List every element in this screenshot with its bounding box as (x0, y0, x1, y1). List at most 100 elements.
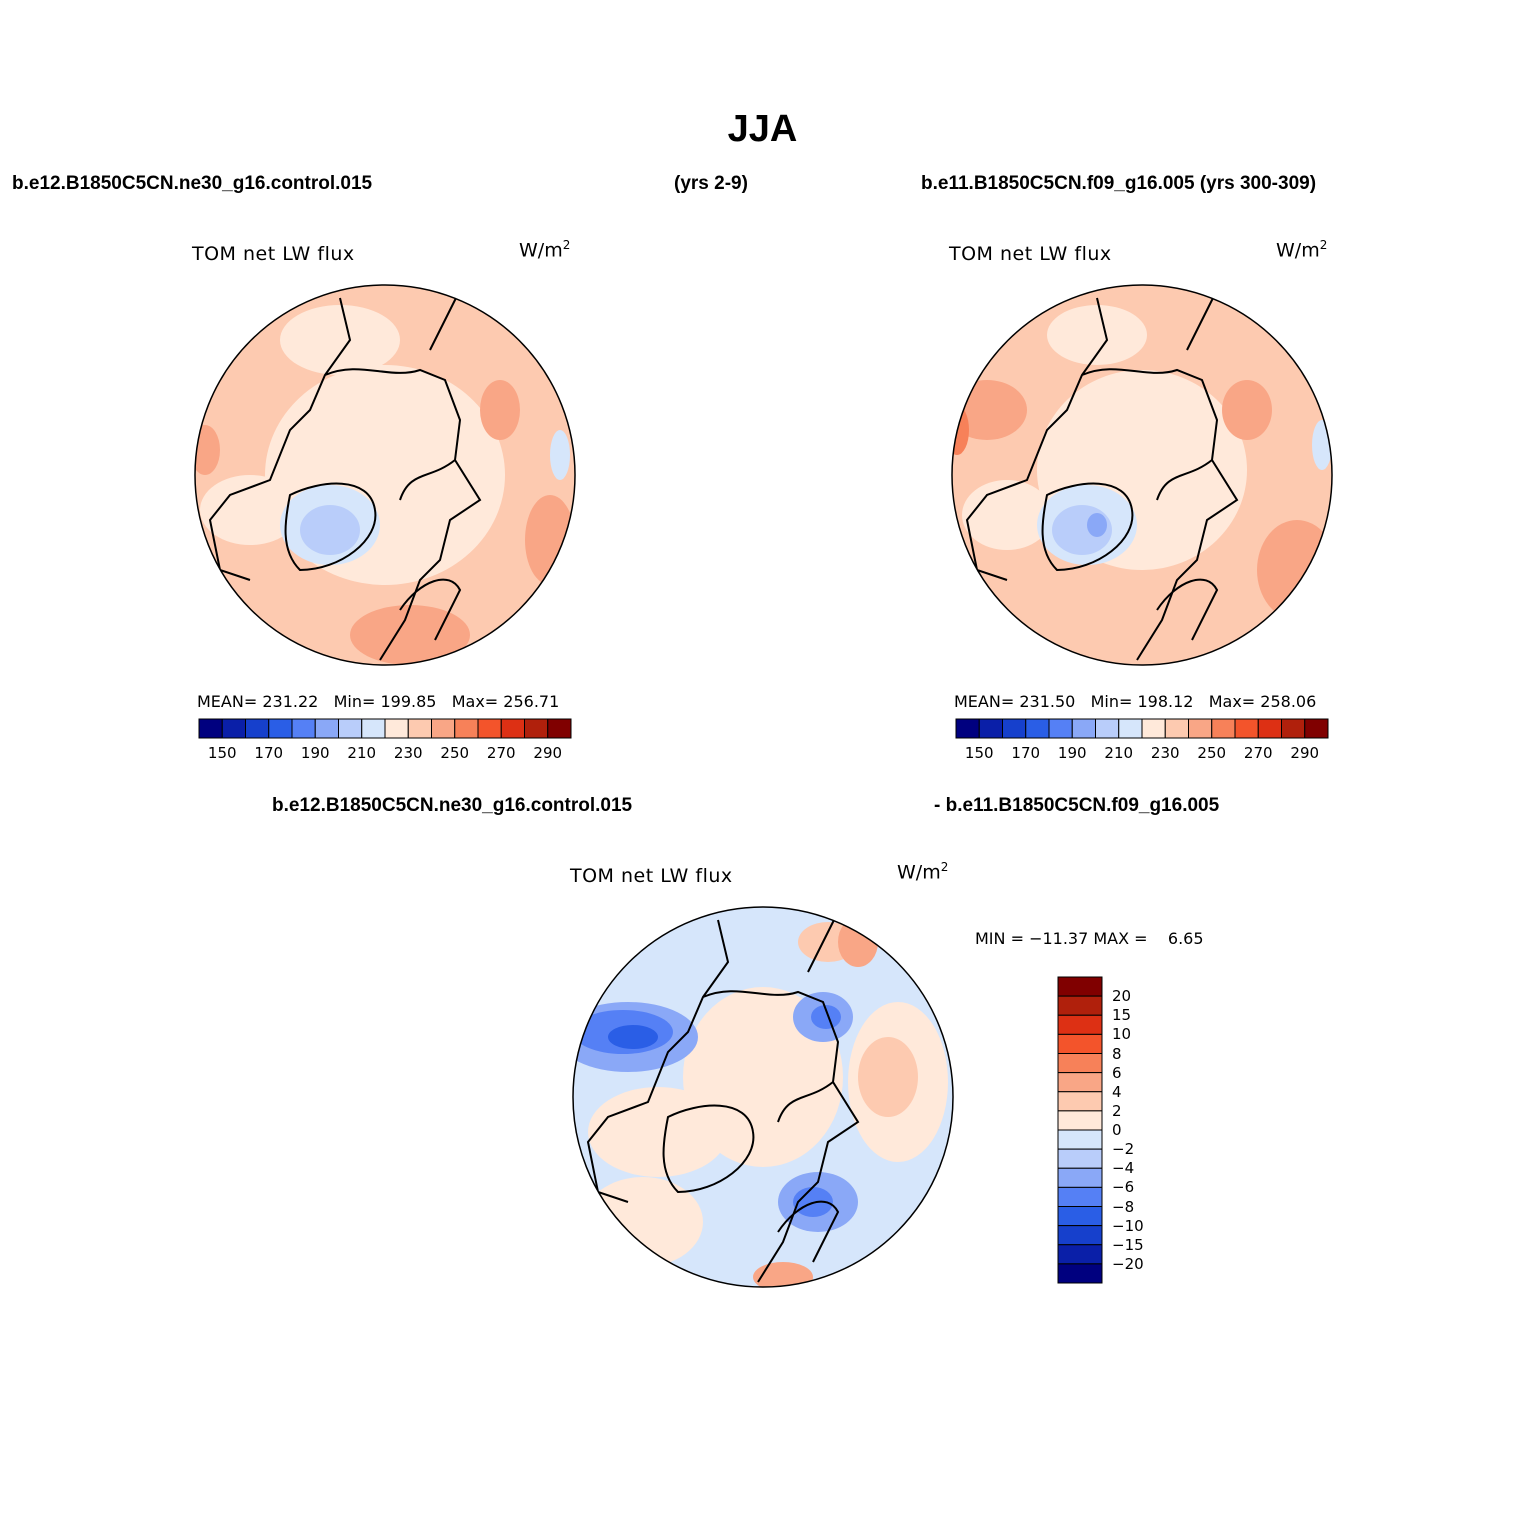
diff-colorbar-tick-label: −10 (1112, 1216, 1144, 1235)
diff-colorbar-swatch (1057, 1206, 1103, 1227)
diff-colorbar-tick-label: −8 (1112, 1197, 1135, 1216)
diff-colorbar-tick-label: −20 (1112, 1254, 1144, 1273)
diff-left-label: b.e12.B1850C5CN.ne30_g16.control.015 (272, 795, 633, 816)
diff-colorbar-swatch (1057, 995, 1103, 1016)
diff-colorbar-tick-label: 8 (1112, 1044, 1122, 1063)
colorbar-swatch (1257, 718, 1282, 739)
colorbar-tick-label: 170 (1011, 744, 1041, 762)
colorbar-swatch (314, 718, 339, 739)
colorbar-swatch (1188, 718, 1213, 739)
colorbar-swatch (1141, 718, 1166, 739)
colorbar-swatch (268, 718, 293, 739)
panel2-units: W/m2 (1276, 238, 1328, 262)
colorbar-swatch (431, 718, 456, 739)
case-right-label: b.e11.B1850C5CN.f09_g16.005 (yrs 300-309… (921, 173, 1317, 194)
colorbar-swatch (291, 718, 316, 739)
diff-colorbar-swatch (1057, 1110, 1103, 1131)
diff-colorbar-labels: 20 15 10 8 6 4 2 0 −2 −4 −6 −8 −10 −15 −20 (1110, 975, 1170, 1285)
diff-colorbar-swatch (1057, 1167, 1103, 1188)
colorbar-tick-label: 290 (1290, 744, 1320, 762)
colorbar-swatch (1211, 718, 1236, 739)
diff-colorbar-tick-label: −6 (1112, 1178, 1135, 1197)
colorbar-swatch (384, 718, 409, 739)
colorbar-tick-label: 230 (393, 744, 423, 762)
diff-title: TOM net LW flux (570, 865, 733, 887)
diff-colorbar-swatch (1057, 1091, 1103, 1112)
panel1-title: TOM net LW flux (192, 243, 355, 265)
diff-colorbar-tick-label: 10 (1112, 1025, 1132, 1044)
case-left-label: b.e12.B1850C5CN.ne30_g16.control.015 (12, 173, 373, 194)
plot-title: JJA (727, 108, 798, 150)
colorbar-swatch (500, 718, 525, 739)
panel2-colorbar-labels: 150 170 190 210 230 250 270 290 (954, 744, 1330, 764)
diff-colorbar-swatch (1057, 1053, 1103, 1074)
colorbar-swatch (524, 718, 549, 739)
colorbar-swatch (1164, 718, 1189, 739)
colorbar-tick-label: 170 (254, 744, 284, 762)
panel1-colorbar (198, 718, 572, 739)
colorbar-swatch (407, 718, 432, 739)
colorbar-swatch (198, 718, 223, 739)
diff-colorbar-swatch (1057, 976, 1103, 997)
colorbar-tick-label: 290 (533, 744, 563, 762)
colorbar-swatch (1002, 718, 1027, 739)
colorbar-tick-label: 190 (300, 744, 330, 762)
diff-colorbar-swatch (1057, 1186, 1103, 1207)
colorbar-swatch (245, 718, 270, 739)
colorbar-swatch (1048, 718, 1073, 739)
diff-polar-map (572, 906, 954, 1288)
panel1-colorbar-labels: 150 170 190 210 230 250 270 290 (197, 744, 573, 764)
diff-colorbar-tick-label: −15 (1112, 1235, 1144, 1254)
diff-colorbar-tick-label: −4 (1112, 1159, 1135, 1178)
diff-colorbar-swatch (1057, 1129, 1103, 1150)
panel1-stats: MEAN= 231.22 Min= 199.85 Max= 256.71 (197, 692, 560, 711)
colorbar-swatch (1281, 718, 1306, 739)
colorbar-swatch (338, 718, 363, 739)
colorbar-tick-label: 210 (347, 744, 377, 762)
colorbar-swatch (1095, 718, 1120, 739)
diff-colorbar-swatch (1057, 1033, 1103, 1054)
colorbar-tick-label: 250 (440, 744, 470, 762)
case-left-years: (yrs 2-9) (674, 173, 748, 194)
diff-colorbar-swatch (1057, 1014, 1103, 1035)
colorbar-swatch (454, 718, 479, 739)
colorbar-tick-label: 270 (486, 744, 516, 762)
diff-colorbar (1057, 976, 1103, 1284)
colorbar-tick-label: 190 (1057, 744, 1087, 762)
diff-right-label: - b.e11.B1850C5CN.f09_g16.005 (934, 795, 1220, 816)
colorbar-tick-label: 230 (1150, 744, 1180, 762)
diff-colorbar-swatch (1057, 1244, 1103, 1265)
diff-colorbar-tick-label: 6 (1112, 1063, 1122, 1082)
colorbar-tick-label: 150 (964, 744, 994, 762)
colorbar-swatch (221, 718, 246, 739)
colorbar-swatch (1118, 718, 1143, 739)
colorbar-swatch (978, 718, 1003, 739)
diff-colorbar-swatch (1057, 1225, 1103, 1246)
colorbar-swatch (955, 718, 980, 739)
colorbar-tick-label: 210 (1104, 744, 1134, 762)
colorbar-swatch (1304, 718, 1329, 739)
colorbar-tick-label: 270 (1243, 744, 1273, 762)
panel1-units: W/m2 (519, 238, 571, 262)
diff-colorbar-tick-label: 4 (1112, 1082, 1122, 1101)
colorbar-tick-label: 250 (1197, 744, 1227, 762)
diff-minmax: MIN = −11.37 MAX = 6.65 (975, 929, 1204, 948)
colorbar-swatch (1025, 718, 1050, 739)
colorbar-swatch (547, 718, 572, 739)
diff-colorbar-swatch (1057, 1148, 1103, 1169)
diff-colorbar-tick-label: 2 (1112, 1101, 1122, 1120)
colorbar-tick-label: 150 (207, 744, 237, 762)
panel1-polar-map (194, 284, 576, 666)
diff-colorbar-tick-label: −2 (1112, 1140, 1135, 1159)
diff-units: W/m2 (897, 860, 949, 884)
diff-colorbar-tick-label: 0 (1112, 1121, 1122, 1139)
panel2-colorbar (955, 718, 1329, 739)
diff-colorbar-tick-label: 15 (1112, 1006, 1132, 1025)
panel2-title: TOM net LW flux (949, 243, 1112, 265)
colorbar-swatch (1071, 718, 1096, 739)
colorbar-swatch (477, 718, 502, 739)
colorbar-swatch (361, 718, 386, 739)
panel2-stats: MEAN= 231.50 Min= 198.12 Max= 258.06 (954, 692, 1317, 711)
diff-colorbar-tick-label: 20 (1112, 987, 1132, 1006)
diff-colorbar-swatch (1057, 1263, 1103, 1284)
